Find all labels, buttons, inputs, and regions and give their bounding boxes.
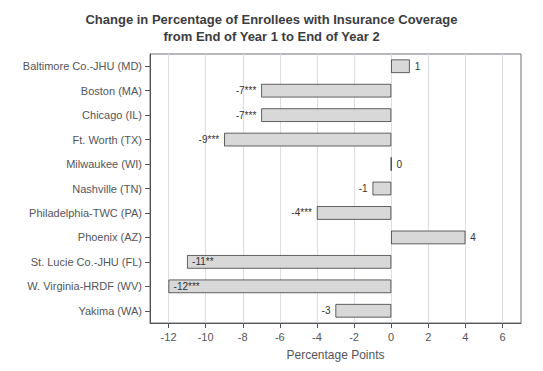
svg-text:Milwaukee (WI): Milwaukee (WI) bbox=[66, 158, 142, 170]
svg-text:-12***: -12*** bbox=[174, 281, 200, 292]
svg-text:Boston (MA): Boston (MA) bbox=[81, 85, 142, 97]
svg-text:St. Lucie Co.-JHU (FL): St. Lucie Co.-JHU (FL) bbox=[31, 256, 142, 268]
svg-text:Baltimore Co.-JHU (MD): Baltimore Co.-JHU (MD) bbox=[23, 60, 142, 72]
svg-text:Change in Percentage of Enroll: Change in Percentage of Enrollees with I… bbox=[85, 12, 457, 27]
svg-text:-1: -1 bbox=[359, 183, 368, 194]
svg-text:Nashville (TN): Nashville (TN) bbox=[72, 183, 142, 195]
svg-text:-12: -12 bbox=[161, 331, 177, 343]
svg-text:Percentage Points: Percentage Points bbox=[286, 348, 384, 362]
svg-text:-4***: -4*** bbox=[291, 207, 312, 218]
svg-text:0: 0 bbox=[388, 331, 394, 343]
svg-text:-4: -4 bbox=[312, 331, 322, 343]
svg-text:-3: -3 bbox=[322, 305, 331, 316]
svg-text:-2: -2 bbox=[349, 331, 359, 343]
svg-text:-7***: -7*** bbox=[236, 110, 257, 121]
svg-text:from End of Year 1 to End of Y: from End of Year 1 to End of Year 2 bbox=[163, 29, 379, 44]
svg-text:-8: -8 bbox=[238, 331, 248, 343]
svg-text:0: 0 bbox=[396, 159, 402, 170]
svg-text:Yakima (WA): Yakima (WA) bbox=[78, 305, 142, 317]
svg-text:2: 2 bbox=[425, 331, 431, 343]
svg-text:-10: -10 bbox=[198, 331, 214, 343]
svg-text:4: 4 bbox=[470, 232, 476, 243]
svg-text:W. Virginia-HRDF (WV): W. Virginia-HRDF (WV) bbox=[27, 280, 142, 292]
svg-text:Ft. Worth (TX): Ft. Worth (TX) bbox=[73, 134, 142, 146]
svg-text:Chicago (IL): Chicago (IL) bbox=[82, 109, 142, 121]
svg-text:-9***: -9*** bbox=[199, 134, 220, 145]
svg-text:-6: -6 bbox=[275, 331, 285, 343]
svg-text:1: 1 bbox=[415, 61, 421, 72]
svg-text:Philadelphia-TWC (PA): Philadelphia-TWC (PA) bbox=[29, 207, 142, 219]
svg-text:6: 6 bbox=[499, 331, 505, 343]
svg-text:4: 4 bbox=[462, 331, 468, 343]
svg-text:-11**: -11** bbox=[192, 256, 214, 267]
svg-text:Phoenix (AZ): Phoenix (AZ) bbox=[78, 231, 142, 243]
svg-text:-7***: -7*** bbox=[236, 85, 257, 96]
